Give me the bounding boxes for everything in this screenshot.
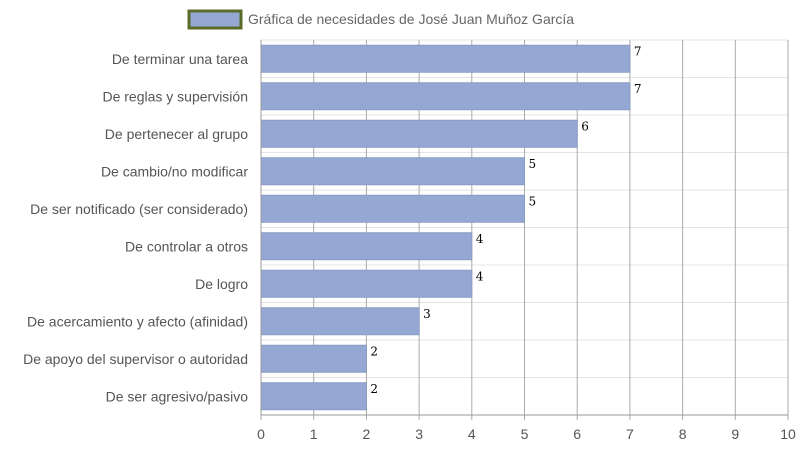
x-tick-label: 8 [679, 426, 687, 442]
x-tick-label: 9 [731, 426, 739, 442]
x-tick-label: 10 [780, 426, 796, 442]
category-label: De acercamiento y afecto (afinidad) [27, 313, 248, 329]
x-tick-label: 2 [363, 426, 371, 442]
category-label: De terminar una tarea [112, 51, 248, 67]
value-label: 4 [476, 269, 484, 283]
category-label: De cambio/no modificar [101, 163, 248, 179]
bar[interactable] [260, 232, 473, 261]
category-label: De pertenecer al grupo [105, 126, 248, 142]
value-labels: 7 7 6 5 5 4 4 3 2 2 [370, 44, 641, 396]
x-tick-label: 3 [415, 426, 423, 442]
x-tick-label: 6 [573, 426, 581, 442]
category-label: De apoyo del supervisor o autoridad [23, 351, 248, 367]
axes [260, 40, 788, 416]
value-label: 3 [423, 307, 431, 321]
bar[interactable] [260, 382, 367, 411]
bars [260, 44, 631, 411]
x-tick-label: 1 [310, 426, 318, 442]
bar[interactable] [260, 44, 631, 73]
value-label: 5 [529, 157, 537, 171]
bar[interactable] [260, 119, 578, 148]
value-label: 7 [634, 44, 642, 58]
value-label: 6 [581, 119, 589, 133]
bar[interactable] [260, 82, 631, 111]
category-labels: De terminar una tarea De reglas y supervi… [23, 51, 248, 405]
bar[interactable] [260, 269, 473, 298]
value-label: 5 [529, 194, 537, 208]
bar[interactable] [260, 157, 525, 186]
x-tick-label: 5 [521, 426, 529, 442]
category-label: De reglas y supervisión [102, 88, 248, 104]
x-tick-label: 7 [626, 426, 634, 442]
x-tick-labels: 0 1 2 3 4 5 6 7 8 9 10 [257, 426, 796, 442]
category-label: De ser notificado (ser considerado) [30, 201, 248, 217]
legend-swatch [187, 9, 243, 30]
category-label: De ser agresivo/pasivo [106, 388, 249, 404]
bar[interactable] [260, 307, 420, 336]
value-label: 7 [634, 82, 642, 96]
value-label: 4 [476, 232, 484, 246]
value-label: 2 [370, 344, 378, 358]
legend[interactable]: Gráfica de necesidades de José Juan Muño… [187, 9, 574, 30]
bar[interactable] [260, 194, 525, 223]
legend-label: Gráfica de necesidades de José Juan Muño… [248, 11, 574, 27]
x-tick-label: 0 [257, 426, 265, 442]
bar[interactable] [260, 344, 367, 373]
category-label: De controlar a otros [125, 238, 248, 254]
x-tick-label: 4 [468, 426, 476, 442]
category-label: De logro [195, 276, 248, 292]
value-label: 2 [370, 382, 378, 396]
